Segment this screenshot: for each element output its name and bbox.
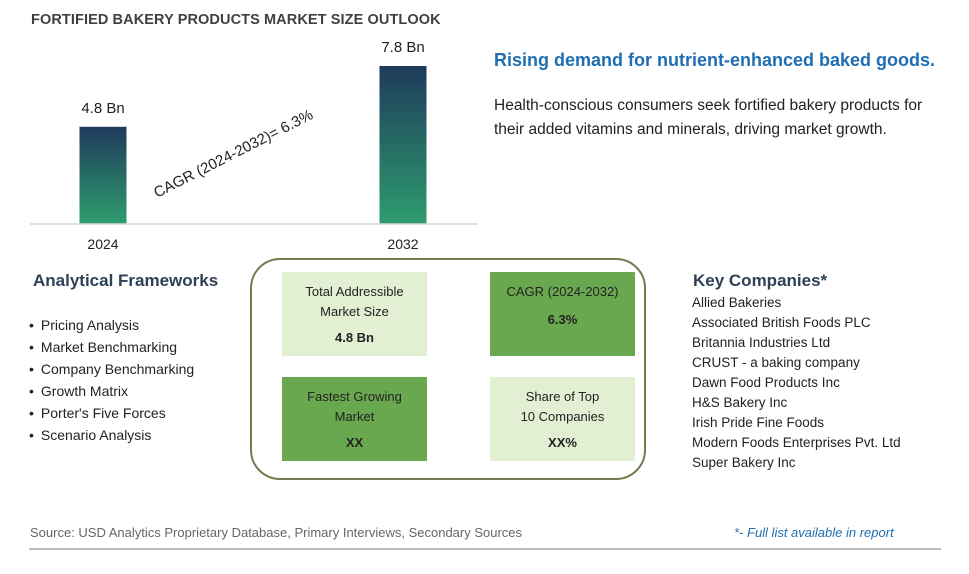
tile-value: XX — [345, 435, 364, 450]
tile-value: XX% — [548, 435, 577, 450]
key-companies-list: Allied Bakeries Associated British Foods… — [692, 293, 901, 473]
x-tick-label-2032: 2032 — [387, 236, 418, 252]
frameworks-title: Analytical Frameworks — [33, 271, 219, 290]
list-item: Company Benchmarking — [29, 358, 194, 380]
source-note: Source: USD Analytics Proprietary Databa… — [30, 525, 523, 540]
tile-fastest-growing-market: Fastest Growing Market XX — [282, 377, 427, 461]
bar-2032 — [379, 66, 427, 224]
bar-2024 — [79, 126, 127, 224]
description: Health-conscious consumers seek fortifie… — [494, 97, 923, 138]
list-item: Associated British Foods PLC — [692, 315, 871, 330]
chart-title: FORTIFIED BAKERY PRODUCTS MARKET SIZE OU… — [31, 12, 441, 28]
tile-value: 4.8 Bn — [334, 330, 374, 345]
list-item: Pricing Analysis — [29, 314, 194, 336]
list-item: Modern Foods Enterprises Pvt. Ltd — [692, 435, 901, 450]
data-label-2032: 7.8 Bn — [381, 39, 424, 56]
tile-share-top-10: Share of Top 10 Companies XX% — [490, 377, 635, 461]
list-item: Market Benchmarking — [29, 336, 194, 358]
frameworks-list: Pricing Analysis Market Benchmarking Com… — [29, 314, 194, 446]
list-item: H&S Bakery Inc — [692, 395, 788, 410]
tile-label: Fastest Growing Market — [307, 389, 402, 424]
footnote: *- Full list available in report — [734, 525, 894, 540]
metrics-panel — [250, 258, 646, 480]
tile-label: Share of Top 10 Companies — [520, 389, 605, 424]
footer-divider — [29, 548, 941, 550]
list-item: Irish Pride Fine Foods — [692, 415, 825, 430]
headline: Rising demand for nutrient-enhanced bake… — [494, 50, 936, 70]
list-item: Britannia Industries Ltd — [692, 335, 831, 350]
list-item: Growth Matrix — [29, 380, 194, 402]
tile-value: 6.3% — [547, 312, 578, 327]
cagr-annotation: CAGR (2024-2032)= 6.3% — [151, 106, 316, 201]
list-item: Super Bakery Inc — [692, 455, 796, 470]
tile-total-addressible-market: Total Addressible Market Size 4.8 Bn — [282, 272, 427, 356]
x-tick-label-2024: 2024 — [87, 236, 118, 252]
list-item: CRUST - a baking company — [692, 355, 860, 370]
list-item: Allied Bakeries — [692, 295, 782, 310]
tile-cagr: CAGR (2024-2032) 6.3% — [490, 272, 635, 356]
list-item: Porter's Five Forces — [29, 402, 194, 424]
data-label-2024: 4.8 Bn — [81, 100, 124, 117]
list-item: Scenario Analysis — [29, 424, 194, 446]
tile-label: Total Addressible Market Size — [305, 284, 404, 319]
tile-label: CAGR (2024-2032) — [506, 284, 619, 299]
key-companies-title: Key Companies* — [693, 271, 828, 290]
list-item: Dawn Food Products Inc — [692, 375, 840, 390]
bar-chart: 4.8 Bn 2024 7.8 Bn 2032 CAGR (2024-2032)= 6… — [30, 39, 478, 252]
